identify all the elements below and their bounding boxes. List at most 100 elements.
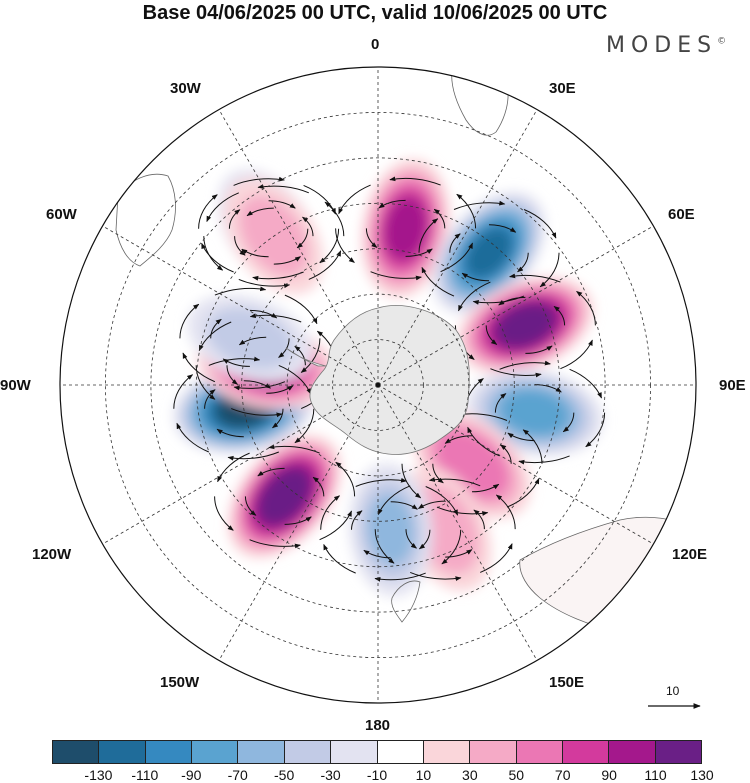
streamline-arrow [576,291,596,326]
streamline-arrow [441,529,462,565]
lon-label-90w: 90W [0,377,31,394]
streamline-arrow [495,494,516,530]
colorbar-tick-label: -90 [181,767,202,783]
streamline-arrow [173,374,194,409]
streamline-arrow [390,501,418,510]
graticule [60,67,696,703]
modes-logo-mark: © [717,36,727,47]
colorbar-swatch [331,741,378,763]
streamline-arrow [374,572,426,582]
streamline-arrow [480,543,513,573]
streamline-arrow [473,509,485,530]
streamline-arrow [335,228,355,263]
streamline-arrow [176,422,209,453]
streamline-arrow [210,318,222,339]
streamline-arrow [227,451,279,461]
streamline-arrow [449,233,461,253]
streamline-arrow [273,256,301,265]
streamline-arrow [432,463,444,484]
colorbar [52,740,702,764]
streamline-arrow [370,271,422,281]
streamline-arrow [436,506,489,516]
colorbar-swatch [145,741,193,763]
streamline-arrow [249,539,301,549]
streamline-arrow [421,266,455,297]
streamline-arrow [182,352,216,383]
latitude-circle [241,248,515,522]
streamline-arrow [257,184,309,194]
lon-label-30e: 30E [549,80,576,97]
streamline-arrow [499,360,551,370]
streamline-arrow [278,364,312,395]
meridian-line [218,109,379,386]
streamline-arrow [300,338,321,373]
colorbar-swatch [99,741,146,763]
streamline-arrow [377,485,411,516]
streamline-arrow [226,365,238,385]
map-title: Base 04/06/2025 00 UTC, valid 10/06/2025… [142,2,608,24]
colorbar-swatch [516,741,563,763]
lon-label-30w: 30W [170,80,201,97]
streamline-arrow [324,201,345,237]
streamline-arrow [425,486,459,516]
streamline-arrow [553,306,566,326]
streamline-arrow [506,477,540,508]
streamline-arrow [418,529,431,550]
anomaly-contour [257,467,312,526]
streamline-arrow [374,529,395,564]
streamline-arrow [312,476,325,497]
streamline-arrow [445,549,473,558]
streamline-arrow [509,273,561,283]
lon-label-60w: 60W [46,206,77,223]
streamline-arrow [517,252,529,273]
modes-logo-text: MODES [606,33,718,58]
streamline-arrow [243,380,271,389]
meridian-line [218,384,379,661]
lon-label-150w: 150W [160,674,200,691]
streamline-arrow [294,408,315,444]
streamline-arrow [214,286,267,296]
colorbar-ticks: -130 -110 -90 -70 -50 -30 -10 10 30 50 70 90 110 130 [52,767,713,783]
latitude-circle [150,157,606,613]
colorbar-tick-label: 50 [508,767,525,783]
streamline-arrow [308,250,342,280]
antarctica-landmass [309,305,470,455]
streamline-arrow [485,325,498,345]
colorbar-tick-label: 10 [415,767,432,783]
streamline-arrow [365,228,378,248]
streamline-arrow [418,218,439,253]
streamline-arrow [378,199,406,209]
streamline-arrow [228,209,241,229]
streamline-arrow [272,408,284,429]
streamline-arrow [418,500,446,510]
colorbar-swatch [655,741,702,763]
streamline-arrow [214,496,234,531]
streamline-arrow [490,368,542,378]
colorbar-swatch [609,741,656,763]
anomaly-contour [494,302,556,349]
streamline-arrow [585,412,606,448]
streamline-arrow [494,393,507,413]
streamline-arrow [410,571,462,582]
colorbar-tick-label: -50 [274,767,295,783]
meridian-line [377,225,654,386]
streamline-arrow [500,444,512,464]
streamline-arrow [319,510,352,541]
streamline-arrow [458,281,491,312]
streamline-arrow [238,336,267,346]
streamline-arrow [323,543,356,574]
antarctic-peninsula [285,347,327,367]
new-zealand-outline [391,580,421,623]
streamline-arrow [444,435,473,444]
reference-vector-label: 10 [666,684,680,698]
lon-label-90e: 90E [719,377,746,394]
streamline-arrow [433,208,446,229]
colorbar-tick-label: 70 [554,767,571,783]
latitude-circle [332,339,424,431]
streamline-arrow [201,242,234,273]
colorbar-tick-label: -130 [84,767,113,783]
meridian-line [377,384,538,661]
streamline-arrow [569,368,602,399]
streamline-arrow [208,356,261,366]
streamline-arrow [216,428,244,438]
